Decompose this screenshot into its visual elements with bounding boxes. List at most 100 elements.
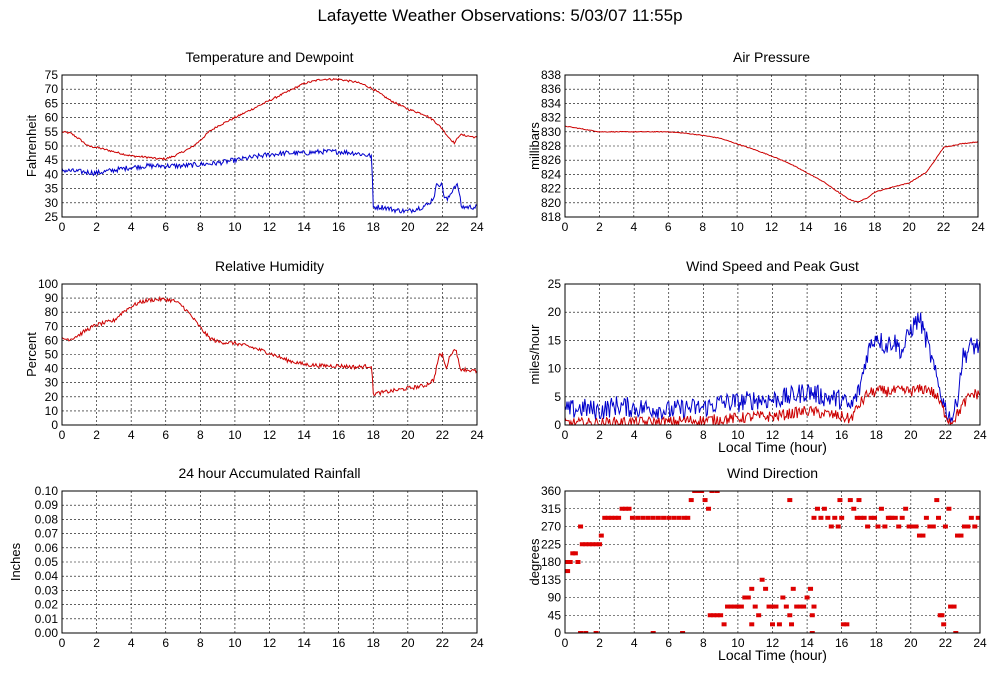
data-point (939, 613, 945, 618)
data-point (837, 498, 843, 503)
x-tick-label: 2 (596, 636, 603, 650)
data-point (609, 515, 615, 520)
plot-frame (564, 74, 979, 218)
data-point (868, 515, 874, 520)
data-point (593, 631, 599, 633)
data-point (896, 524, 902, 529)
y-tick-label: 0 (51, 418, 58, 432)
y-tick-label: 828 (541, 139, 561, 153)
x-tick-label: 6 (162, 428, 169, 442)
y-axis-label: Inches (8, 542, 23, 581)
y-tick-label: 0.07 (35, 527, 59, 541)
x-tick-label: 4 (630, 220, 637, 234)
chart-direction: 0 2 4 6 8 10 12 14 16 18 20 22 240459013518022527031… (527, 465, 987, 663)
gridlines (61, 490, 478, 634)
y-tick-label: 75 (45, 68, 59, 82)
x-tick-label: 16 (332, 428, 346, 442)
data-point (955, 533, 961, 538)
data-point (913, 524, 919, 529)
data-point (972, 524, 978, 529)
data-point (763, 586, 769, 591)
data-point (899, 515, 905, 520)
x-tick-label: 8 (700, 428, 707, 442)
y-tick-label: 0.05 (35, 555, 59, 569)
x-tick-label: 4 (128, 636, 135, 650)
data-point (787, 613, 793, 618)
x-tick-label: 12 (263, 636, 277, 650)
gridlines (564, 490, 981, 634)
x-tick-label: 14 (799, 220, 813, 234)
x-tick-label: 2 (596, 220, 603, 234)
data-point (597, 542, 603, 547)
x-tick-label: 2 (596, 428, 603, 442)
data-point (861, 515, 867, 520)
data-point (655, 515, 661, 520)
x-tick-label: 20 (401, 636, 415, 650)
plot-frame (61, 74, 478, 218)
x-tick-label: 16 (834, 220, 848, 234)
data-point (583, 542, 589, 547)
x-tick-label: 4 (631, 636, 638, 650)
y-tick-label: 824 (541, 167, 561, 181)
plot-frame (61, 283, 478, 426)
y-tick-label: 5 (554, 390, 561, 404)
data-point (790, 586, 796, 591)
data-point (840, 622, 846, 627)
x-tick-label: 22 (939, 428, 953, 442)
x-tick-label: 10 (730, 220, 744, 234)
chart-title: Wind Speed and Peak Gust (686, 258, 859, 274)
data-point (809, 613, 815, 618)
data-point (593, 542, 599, 547)
data-point (738, 604, 744, 609)
data-point (847, 498, 853, 503)
data-point (920, 533, 926, 538)
data-point (814, 506, 820, 511)
data-point (590, 542, 596, 547)
x-tick-label: 24 (470, 220, 484, 234)
x-tick-label: 10 (228, 636, 242, 650)
data-point (936, 515, 941, 520)
y-axis-label: millibars (527, 122, 542, 170)
chart-title: Temperature and Dewpoint (185, 49, 353, 65)
x-tick-label: 2 (93, 428, 100, 442)
data-point (685, 515, 691, 520)
y-tick-label: 90 (45, 291, 59, 305)
x-tick-label: 22 (436, 220, 450, 234)
data-point (811, 515, 817, 520)
data-point (783, 604, 789, 609)
x-tick-label: 16 (332, 220, 346, 234)
data-point (773, 604, 779, 609)
chart-title: Air Pressure (733, 49, 810, 65)
data-point (892, 515, 898, 520)
x-tick-label: 10 (228, 220, 242, 234)
data-point (749, 586, 755, 591)
gridlines (61, 74, 478, 218)
data-point (916, 533, 922, 538)
y-axis-label: miles/hour (527, 324, 542, 385)
chart-title: 24 hour Accumulated Rainfall (178, 465, 360, 481)
y-tick-label: 30 (45, 196, 59, 210)
data-point (809, 631, 815, 633)
chart-title: Wind Direction (727, 465, 818, 481)
x-tick-label: 12 (765, 220, 779, 234)
data-point (681, 515, 687, 520)
y-tick-label: 0.02 (35, 598, 59, 612)
data-point (626, 506, 632, 511)
y-tick-label: 70 (45, 82, 59, 96)
x-tick-label: 18 (367, 220, 381, 234)
data-point (583, 631, 589, 633)
y-axis-label: Percent (24, 332, 39, 377)
data-point (961, 524, 967, 529)
data-point (941, 622, 947, 627)
data-point (650, 515, 656, 520)
data-point (770, 622, 775, 627)
x-tick-label: 20 (904, 636, 918, 650)
x-tick-label: 6 (162, 220, 169, 234)
data-point (965, 524, 971, 529)
y-tick-label: 55 (45, 125, 59, 139)
y-tick-label: 0 (554, 626, 561, 640)
x-tick-label: 24 (470, 428, 484, 442)
y-tick-label: 0.01 (35, 612, 59, 626)
data-point (770, 604, 775, 609)
